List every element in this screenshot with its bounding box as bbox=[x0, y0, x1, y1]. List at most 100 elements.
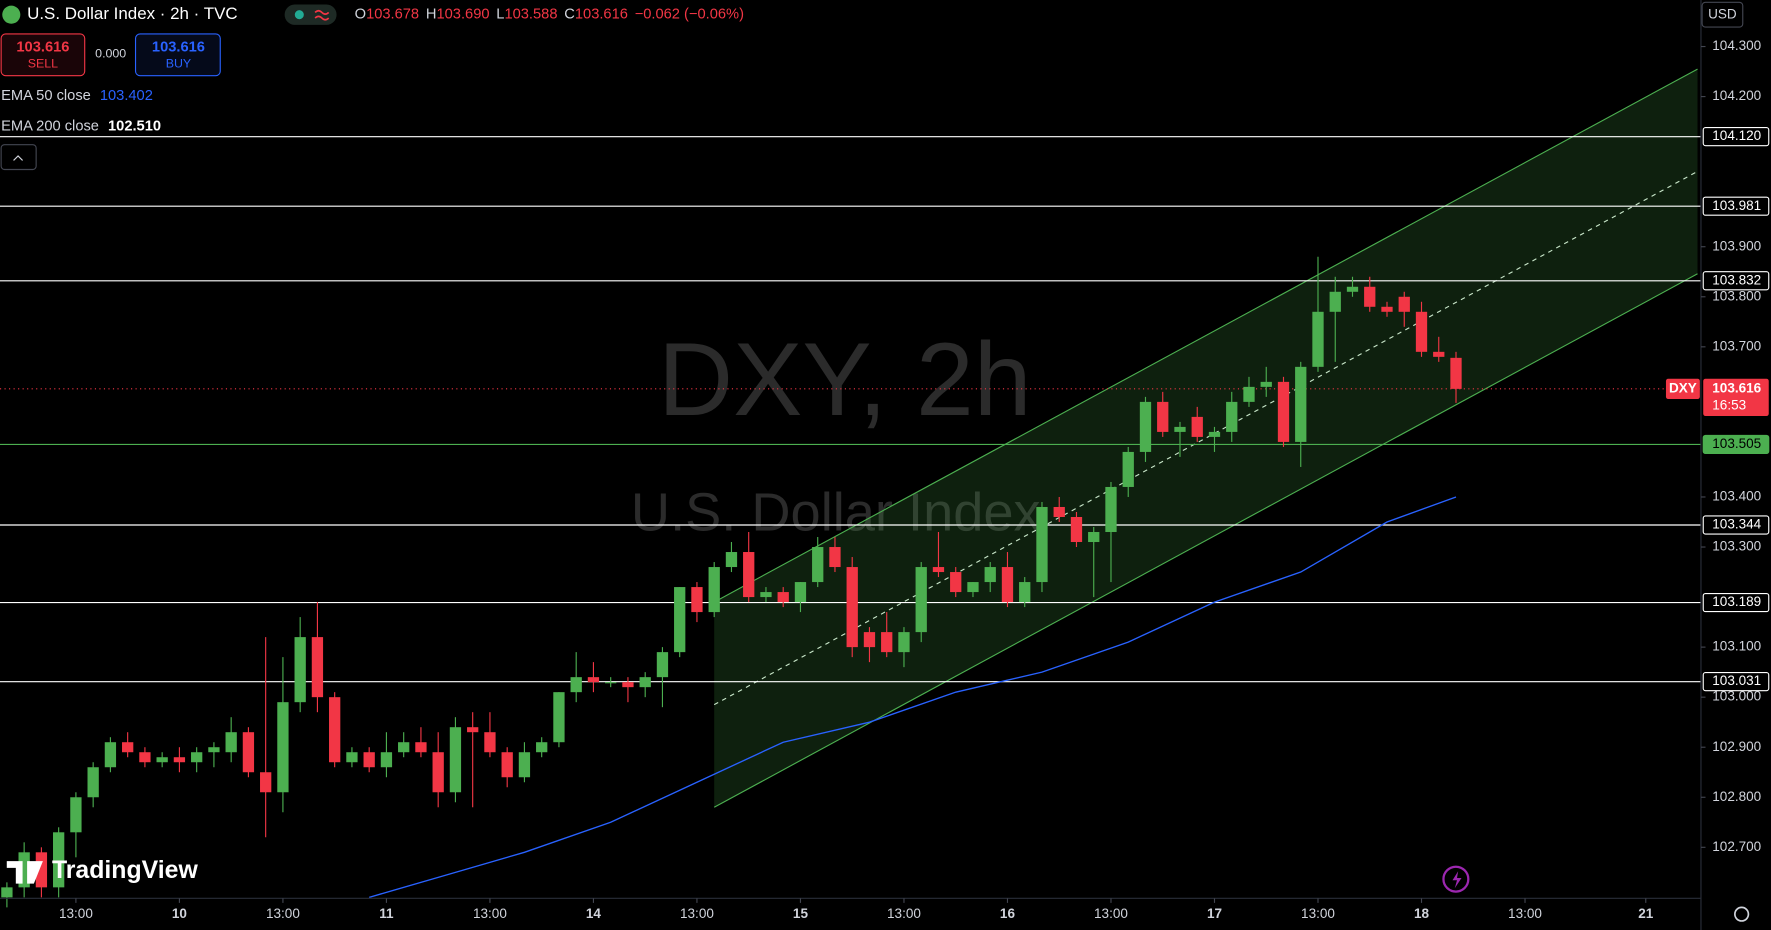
status-icon bbox=[314, 9, 330, 21]
channel-upper bbox=[713, 68, 1698, 603]
candle-body bbox=[225, 732, 237, 753]
candle-body bbox=[794, 582, 807, 603]
candle-body bbox=[1226, 401, 1238, 432]
last-price-symbol: DXY bbox=[1669, 380, 1697, 395]
candle-body bbox=[139, 752, 151, 763]
candle-body bbox=[1450, 357, 1462, 389]
candle-body bbox=[191, 752, 203, 763]
x-tick-label: 13:00 bbox=[887, 906, 921, 921]
collapse-icon bbox=[13, 155, 23, 161]
candle-body bbox=[605, 682, 617, 684]
y-tick-label: 103.900 bbox=[1712, 238, 1761, 253]
candle-body bbox=[501, 752, 513, 778]
y-tick-label: 102.800 bbox=[1712, 789, 1761, 804]
indicator-value: 102.510 bbox=[108, 118, 161, 134]
candle-body bbox=[725, 552, 738, 568]
ohlc-value: 103.690 bbox=[436, 7, 489, 23]
buy-button[interactable] bbox=[134, 33, 221, 77]
x-tick-label: 13:00 bbox=[680, 906, 714, 921]
ohlc-value: 103.588 bbox=[504, 7, 557, 23]
candle-body bbox=[277, 702, 289, 793]
x-tick-label: 13:00 bbox=[1094, 906, 1128, 921]
alert-icon[interactable] bbox=[1442, 865, 1470, 893]
indicator: EMA 200 close 102.510 bbox=[1, 118, 161, 134]
level-label-box bbox=[1702, 271, 1770, 291]
settings-icon[interactable] bbox=[1734, 906, 1750, 922]
x-tick-label: 16 bbox=[1000, 906, 1016, 921]
level-label: 103.031 bbox=[1712, 673, 1761, 688]
x-tick-label: 13:00 bbox=[473, 906, 507, 921]
brand-name: TradingView bbox=[52, 857, 199, 884]
candle-body bbox=[950, 572, 962, 593]
candle-body bbox=[570, 677, 582, 693]
candle-body bbox=[1381, 306, 1393, 312]
x-tick-label: 11 bbox=[379, 906, 394, 921]
candle-body bbox=[432, 752, 444, 793]
candle-body bbox=[156, 757, 168, 763]
candle-body bbox=[863, 632, 876, 648]
ema-line bbox=[368, 496, 1457, 899]
candle-body bbox=[1122, 451, 1134, 487]
candle-body bbox=[1070, 516, 1083, 543]
candle-body bbox=[122, 742, 134, 753]
candle-body bbox=[1157, 401, 1169, 432]
candle-body bbox=[1312, 311, 1324, 367]
x-tick-label: 13:00 bbox=[266, 906, 300, 921]
candle-body bbox=[1105, 486, 1117, 533]
x-tick-label: 13:00 bbox=[1508, 906, 1542, 921]
sell-label: SELL bbox=[28, 57, 58, 71]
toolbar: U.S. Dollar Index · 2h · TVC O103.678 H10… bbox=[0, 4, 1470, 893]
candle-body bbox=[346, 752, 358, 763]
candle-body bbox=[829, 547, 841, 568]
buy-price: 103.616 bbox=[152, 39, 205, 55]
sell-button[interactable] bbox=[0, 33, 86, 77]
y-tick-label: 103.800 bbox=[1712, 288, 1761, 303]
level-label-box bbox=[1702, 127, 1770, 147]
x-tick-label: 10 bbox=[172, 906, 187, 921]
y-tick-label: 104.200 bbox=[1712, 88, 1761, 103]
ohlc-key: O bbox=[355, 7, 366, 23]
status-dot bbox=[294, 10, 304, 20]
candle-body bbox=[553, 692, 565, 743]
spread: 0.000 bbox=[95, 47, 126, 61]
candle-body bbox=[932, 567, 945, 573]
ohlc-key: C bbox=[564, 7, 575, 23]
axis-labels: 104.300 104.200 103.900 103.800 103.700 103.4… bbox=[59, 38, 1770, 921]
level-label: 103.505 bbox=[1712, 436, 1761, 451]
candle-body bbox=[1139, 401, 1152, 452]
level-label-box bbox=[1702, 434, 1770, 455]
candle-body bbox=[242, 732, 255, 773]
candle-body bbox=[674, 587, 686, 653]
candle-body bbox=[467, 727, 479, 733]
currency-button[interactable] bbox=[1701, 1, 1744, 28]
candle-body bbox=[208, 747, 220, 753]
buy-label: BUY bbox=[166, 57, 192, 71]
candle-body bbox=[311, 637, 324, 698]
candle-body bbox=[70, 797, 82, 833]
candle-body bbox=[173, 757, 186, 763]
candle-body bbox=[1208, 431, 1221, 437]
channel-middle bbox=[713, 170, 1698, 706]
status-pill[interactable] bbox=[284, 4, 337, 25]
alert-bolt bbox=[1452, 871, 1462, 889]
candle-body bbox=[1277, 381, 1290, 442]
level-label: 103.981 bbox=[1712, 198, 1761, 213]
candle-body bbox=[1415, 311, 1428, 352]
x-tick-label: 15 bbox=[793, 906, 809, 921]
plot bbox=[0, 68, 1701, 908]
candle-body bbox=[1243, 386, 1255, 402]
candle-body bbox=[104, 742, 117, 768]
channel-lower bbox=[713, 273, 1698, 808]
level-label: 103.189 bbox=[1712, 594, 1761, 609]
candle-body bbox=[18, 852, 30, 888]
countdown: 16:53 bbox=[1712, 397, 1746, 412]
symbol-title[interactable]: U.S. Dollar Index · 2h · TVC bbox=[27, 4, 237, 23]
candle-body bbox=[1260, 381, 1272, 387]
candle-body bbox=[536, 742, 548, 753]
y-tick-label: 103.100 bbox=[1712, 639, 1761, 654]
level-label-box bbox=[1702, 672, 1770, 692]
candle-body bbox=[415, 742, 427, 753]
x-tick-label: 13:00 bbox=[1301, 906, 1335, 921]
candle-body bbox=[260, 772, 272, 793]
